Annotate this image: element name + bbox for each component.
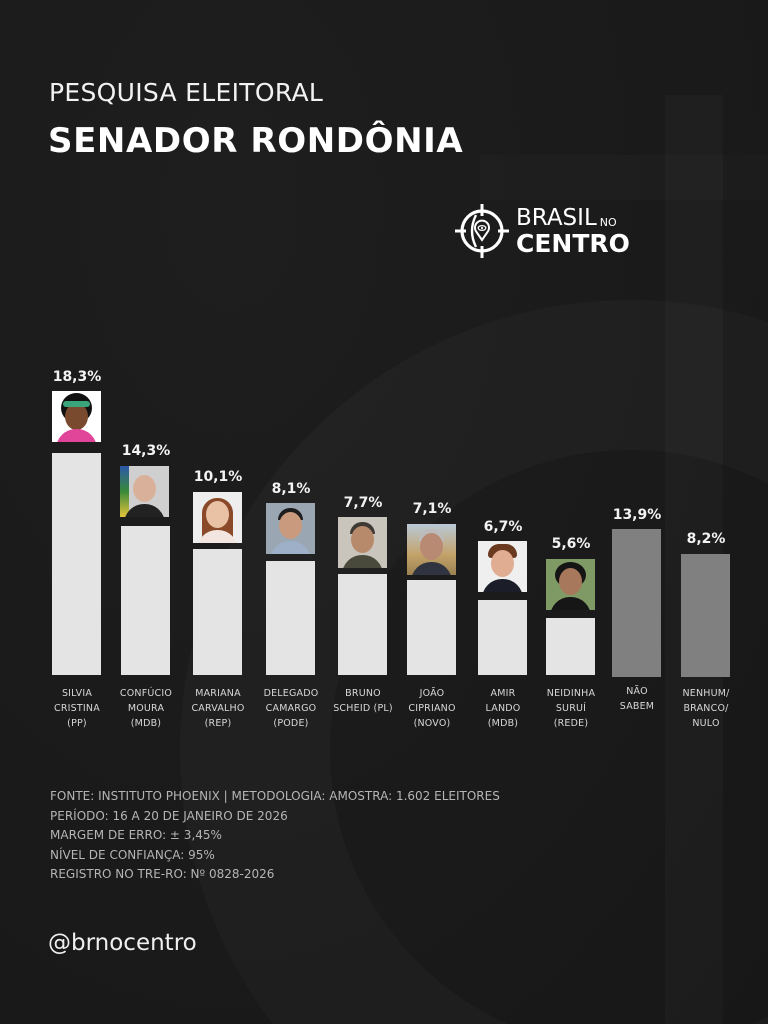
category-label: AMIR LANDO (MDB) <box>485 688 521 729</box>
value-label: 8,1% <box>271 481 311 497</box>
candidate-photo <box>478 541 527 592</box>
bar-nao-sabem <box>612 529 661 677</box>
bar-delegado-camargo <box>266 561 315 675</box>
value-label: 10,1% <box>193 469 243 485</box>
period-note: PERÍODO: 16 A 20 DE JANEIRO DE 2026 <box>50 808 288 823</box>
registry-note: REGISTRO NO TRE-RO: Nº 0828-2026 <box>50 867 275 881</box>
category-label: DELEGADO CAMARGO (PODE) <box>263 688 319 729</box>
value-label: 6,7% <box>483 519 523 535</box>
category-label: MARIANA CARVALHO (REP) <box>191 688 245 729</box>
candidate-photo <box>52 391 101 442</box>
logo-word-brasil: BRASIL <box>516 204 597 231</box>
source-note: FONTE: INSTITUTO PHOENIX | METODOLOGIA: … <box>50 789 500 803</box>
crosshair-pin-icon <box>455 204 509 258</box>
candidate-photo <box>266 503 315 554</box>
value-label: 14,3% <box>121 443 171 459</box>
category-label: CONFÚCIO MOURA (MDB) <box>119 688 173 729</box>
value-label: 5,6% <box>551 536 591 552</box>
bar-joao-cipriano <box>407 580 456 675</box>
brand-logo: BRASIL NO CENTRO <box>454 203 630 259</box>
value-label: 7,1% <box>412 501 452 517</box>
bar-bruno-scheid <box>338 574 387 675</box>
value-label: 13,9% <box>612 507 662 523</box>
margin-note: MARGEM DE ERRO: ± 3,45% <box>50 828 222 842</box>
category-label: NEIDINHA SURUÍ (REDE) <box>546 688 596 729</box>
page-title: SENADOR RONDÔNIA <box>48 121 464 161</box>
bar-silvia-cristina <box>52 453 101 675</box>
poll-subtitle: PESQUISA ELEITORAL <box>49 78 324 107</box>
value-label: 18,3% <box>52 369 102 385</box>
social-handle: @brnocentro <box>48 930 197 956</box>
candidate-photo <box>193 492 242 543</box>
logo-word-no: NO <box>599 215 617 229</box>
category-label: BRUNO SCHEID (PL) <box>333 688 393 714</box>
logo-word-centro: CENTRO <box>516 228 630 258</box>
category-label: NÃO SABEM <box>619 686 655 712</box>
category-label: JOÃO CIPRIANO (NOVO) <box>408 688 456 729</box>
watermark-crosshair-horizontal <box>480 155 768 200</box>
bar-confucio-moura <box>121 526 170 675</box>
bar-amir-lando <box>478 600 527 675</box>
candidate-photo <box>120 466 169 517</box>
candidate-photo <box>338 517 387 568</box>
bar-neidinha-surui <box>546 618 595 675</box>
value-label: 7,7% <box>343 495 383 511</box>
methodology-notes: FONTE: INSTITUTO PHOENIX | METODOLOGIA: … <box>50 787 500 885</box>
bar-mariana-carvalho <box>193 549 242 675</box>
candidate-photo <box>546 559 595 610</box>
bar-nenhum-branco-nulo <box>681 554 730 677</box>
candidate-photo <box>407 524 456 575</box>
value-label: 8,2% <box>686 531 726 547</box>
confidence-note: NÍVEL DE CONFIANÇA: 95% <box>50 847 215 862</box>
category-label: SILVIA CRISTINA (PP) <box>54 688 100 729</box>
category-label: NENHUM/BRANCO/NULO <box>682 688 730 729</box>
